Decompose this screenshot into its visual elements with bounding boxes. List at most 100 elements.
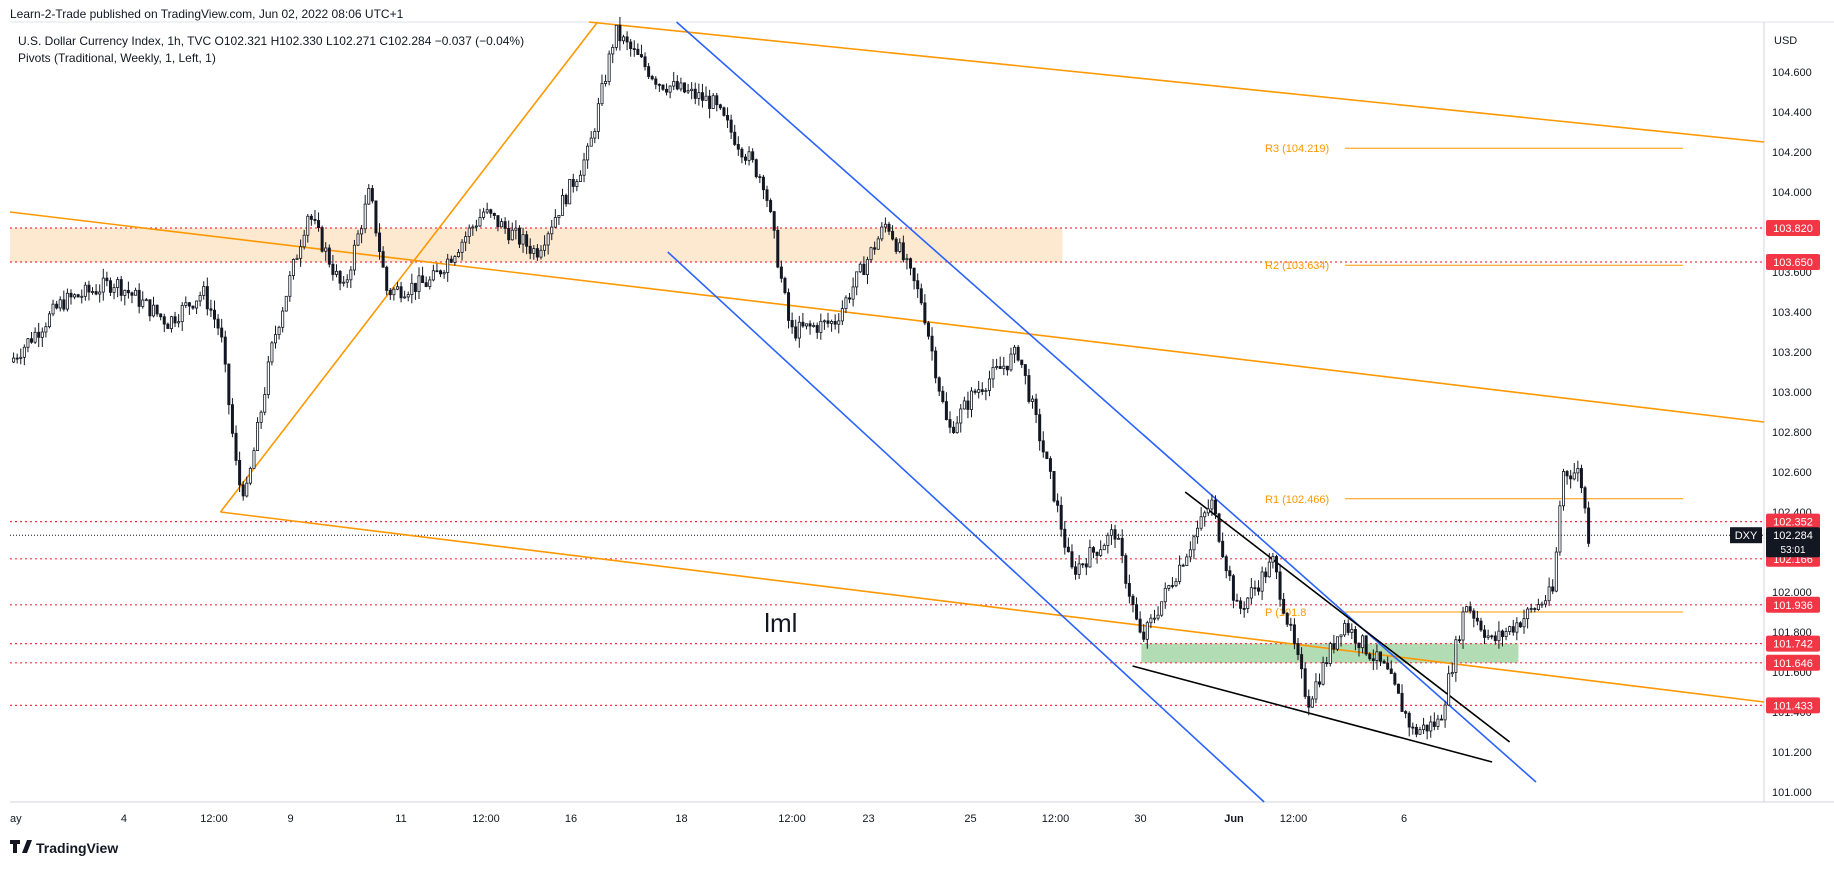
blue-channel-lower[interactable] [667,251,1265,803]
candle-body [830,321,834,324]
candle-body [532,248,536,254]
candle-body [1497,630,1501,642]
candle-body [410,282,414,295]
orange-upper-channel[interactable] [588,21,1765,143]
candle-body [622,36,626,42]
candle-body [44,326,48,333]
blue-channel-upper[interactable] [675,21,1537,783]
candle-body [266,361,270,395]
x-tick-label: 12:00 [778,813,806,825]
y-tick-label: 101.200 [1772,747,1812,759]
candle-body [722,107,726,116]
candle-body [1081,563,1085,566]
candle-body [1196,527,1200,538]
candle-body [421,275,425,284]
candle-body [184,302,188,306]
candle-body [263,394,267,413]
candle-body [1493,635,1497,642]
candle-body [1152,617,1156,620]
candle-body [1167,585,1171,589]
wedge-lower[interactable] [1132,665,1493,763]
candle-body [324,247,328,252]
candle-body [496,215,500,228]
candle-body [1002,365,1006,369]
candle-body [779,266,783,279]
candle-body [116,279,120,288]
candle-body [1540,603,1544,606]
price-label-badge [1766,654,1820,671]
time-axis[interactable]: ay 4 12:00 9 11 12:00 16 18 12:00 23 25 12:00 30 Jun 1… [10,813,1407,825]
candle-body [661,84,665,90]
candle-body [629,41,633,50]
candle-body [1113,529,1117,540]
candlestick-series [12,16,1591,740]
y-tick-label: 104.400 [1772,107,1812,119]
candle-body [1389,668,1393,674]
candle-body [550,226,554,235]
indicator-legend[interactable]: Pivots (Traditional, Weekly, 1, Left, 1) [18,51,216,65]
candle-body [471,226,475,229]
candle-body [252,450,256,469]
candle-body [76,294,80,298]
orange-impulse-line[interactable] [219,21,599,513]
tradingview-logo[interactable]: TradingView [10,840,118,856]
candle-body [1576,468,1580,474]
orange-lower-channel[interactable] [220,511,1765,703]
candle-body [1156,614,1160,619]
candle-body [851,286,855,300]
candle-body [424,282,428,287]
bar-countdown: 53:01 [1780,545,1805,556]
candle-body [948,419,952,428]
candle-body [1558,505,1562,553]
candle-body [1332,643,1336,650]
candle-body [1547,586,1551,602]
x-tick-label: 12:00 [1280,813,1308,825]
candle-body [1264,571,1268,578]
price-label-badge [1766,254,1820,270]
last-price-badge [1766,527,1820,558]
candle-body [1217,513,1221,542]
wedge-upper[interactable] [1184,491,1511,743]
x-tick-label: 11 [395,813,406,825]
symbol-legend[interactable]: U.S. Dollar Currency Index, 1h, TVC O102… [18,34,524,48]
axis-currency-label: USD [1774,35,1797,47]
candle-body [1479,620,1483,631]
candle-body [1404,711,1408,714]
candle-body [374,200,378,234]
candle-body [962,400,966,410]
candle-body [1045,451,1049,460]
candle-body [679,82,683,90]
publisher-line: Learn-2-Trade published on TradingView.c… [10,7,404,21]
price-label-text: 101.742 [1773,639,1813,651]
candle-body [47,313,51,328]
candle-body [169,316,173,329]
candle-body [1224,556,1228,572]
candle-body [80,295,84,298]
candle-body [1278,571,1282,600]
candle-body [489,209,493,214]
candle-body [650,76,654,80]
candle-body [708,95,712,109]
orange-mid-channel[interactable] [9,211,1765,423]
candle-body [697,92,701,99]
candle-body [73,294,77,298]
candle-body [500,221,504,228]
candle-body [865,259,869,276]
candle-body [729,119,733,133]
candle-body [1267,561,1271,578]
annotations: lml [764,608,797,638]
candle-body [37,331,41,338]
candle-body [1023,364,1027,376]
candle-body [223,336,227,365]
x-tick-label: 30 [1134,813,1146,825]
candle-body [1074,566,1078,575]
trendlines[interactable] [9,21,1765,803]
candle-body [238,460,242,486]
candle-body [754,159,758,178]
candle-body [234,432,238,461]
candle-body [1361,635,1365,649]
x-tick-label: ay [10,813,22,825]
candle-body [299,246,303,259]
